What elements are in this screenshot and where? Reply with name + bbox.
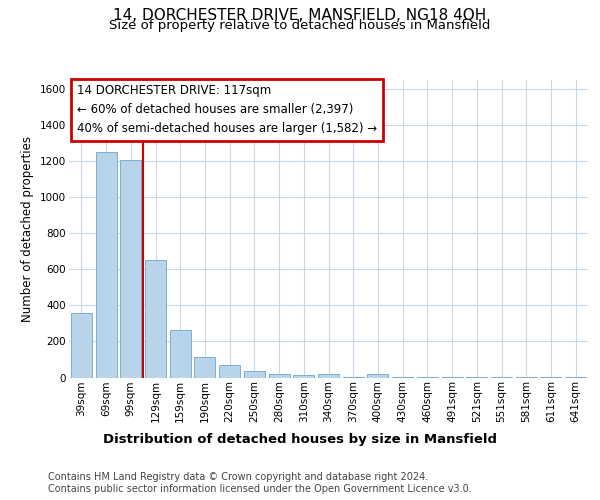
Bar (244, 370, 265, 378)
Bar (367, 374, 388, 378)
Text: 14, DORCHESTER DRIVE, MANSFIELD, NG18 4QH: 14, DORCHESTER DRIVE, MANSFIELD, NG18 4Q… (113, 8, 487, 22)
Bar (417, 377, 438, 378)
Bar (194, 357, 215, 378)
Bar (318, 374, 339, 378)
Text: Contains HM Land Registry data © Crown copyright and database right 2024.: Contains HM Land Registry data © Crown c… (48, 472, 428, 482)
Bar (145, 260, 166, 378)
Bar (392, 377, 413, 378)
Bar (343, 376, 364, 378)
Text: Contains public sector information licensed under the Open Government Licence v3: Contains public sector information licen… (48, 484, 472, 494)
Bar (95, 152, 116, 378)
Bar (269, 374, 290, 378)
Text: Distribution of detached houses by size in Mansfield: Distribution of detached houses by size … (103, 432, 497, 446)
Bar (293, 375, 314, 378)
Text: Size of property relative to detached houses in Mansfield: Size of property relative to detached ho… (109, 18, 491, 32)
Bar (170, 330, 191, 378)
Bar (71, 312, 92, 378)
Y-axis label: Number of detached properties: Number of detached properties (22, 136, 34, 322)
Bar (120, 160, 141, 378)
Text: 14 DORCHESTER DRIVE: 117sqm
← 60% of detached houses are smaller (2,397)
40% of : 14 DORCHESTER DRIVE: 117sqm ← 60% of det… (77, 84, 377, 136)
Bar (219, 365, 240, 378)
